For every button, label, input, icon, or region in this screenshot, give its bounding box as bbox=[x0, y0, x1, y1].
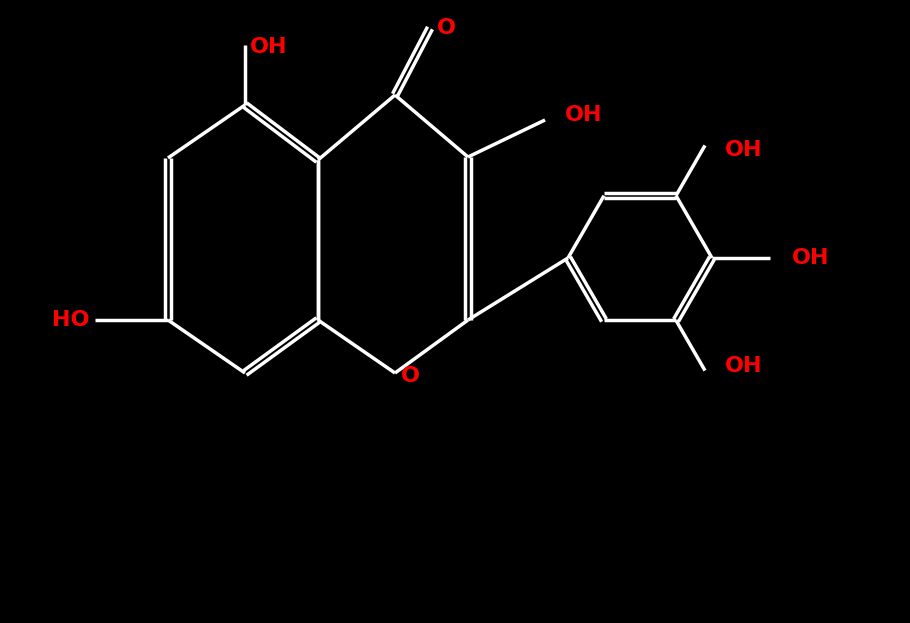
Text: OH: OH bbox=[250, 37, 288, 57]
Text: OH: OH bbox=[725, 140, 763, 160]
Text: OH: OH bbox=[565, 105, 602, 125]
Text: O: O bbox=[437, 18, 456, 38]
Text: O: O bbox=[400, 366, 420, 386]
Text: HO: HO bbox=[53, 310, 90, 330]
Text: OH: OH bbox=[792, 248, 830, 268]
Text: OH: OH bbox=[725, 356, 763, 376]
